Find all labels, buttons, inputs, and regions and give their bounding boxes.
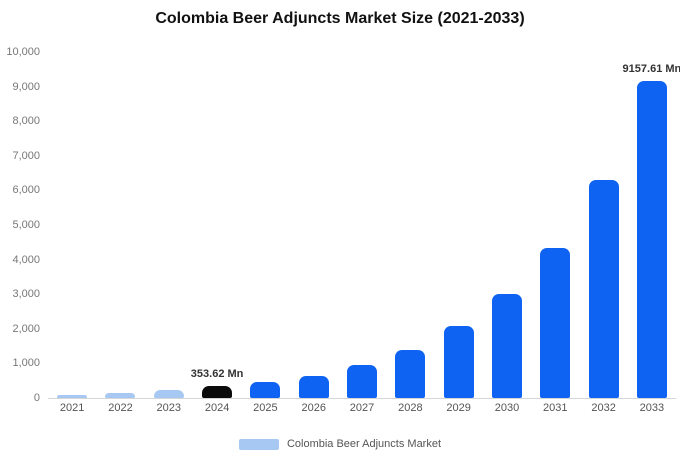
bar-2027 (347, 365, 378, 398)
bar-2025 (250, 382, 281, 398)
bar-value-label: 353.62 Mn (190, 367, 244, 380)
bar-2022 (105, 393, 136, 398)
chart-container: Colombia Beer Adjuncts Market Size (2021… (0, 10, 680, 460)
y-tick-label: 8,000 (12, 115, 40, 128)
plot-region: 0 1,000 2,000 3,000 4,000 5,000 6,000 7,000 8,00… (0, 46, 680, 404)
y-axis: 0 1,000 2,000 3,000 4,000 5,000 6,000 7,000 8,00… (0, 46, 44, 404)
y-tick-label: 10,000 (6, 46, 40, 58)
x-tick-label: 2026 (301, 402, 326, 414)
bar-column-2024: 353.62 Mn (190, 52, 244, 398)
bar-column-2031 (531, 52, 579, 398)
x-tick-label: 2023 (156, 402, 182, 414)
bar-column-2022 (96, 52, 144, 398)
y-tick-label: 6,000 (12, 184, 40, 197)
x-tick-label: 2033 (639, 402, 665, 414)
x-tick-label: 2029 (446, 402, 471, 414)
bar-2032 (588, 180, 619, 398)
y-tick-label: 7,000 (12, 149, 40, 162)
x-axis: 2021 2022 2023 2024 2025 2026 2027 2028 2029 2030… (48, 402, 676, 420)
x-tick-label: 2022 (108, 402, 133, 414)
legend-label: Colombia Beer Adjuncts Market (286, 438, 442, 450)
x-tick-label: 2021 (59, 402, 85, 414)
x-tick-label: 2024 (204, 402, 230, 414)
x-tick-label: 2025 (253, 402, 278, 414)
y-tick-label: 0 (33, 392, 40, 404)
y-tick-label: 3,000 (12, 288, 40, 301)
legend-swatch (238, 438, 279, 450)
chart-title: Colombia Beer Adjuncts Market Size (2021… (155, 10, 525, 27)
bar-value-label: 9157.61 Mn (622, 63, 680, 76)
y-tick-label: 1,000 (12, 357, 40, 370)
bar-2023 (153, 390, 184, 398)
bar-column-2033: 9157.61 Mn (623, 52, 680, 398)
bar-column-2032 (579, 52, 627, 398)
x-tick-label: 2027 (349, 402, 375, 414)
bar-2030 (491, 294, 522, 398)
y-tick-label: 5,000 (12, 219, 40, 231)
bar-column-2027 (338, 52, 386, 398)
y-tick-label: 2,000 (12, 322, 40, 335)
bar-column-2021 (48, 52, 96, 398)
bar-column-2030 (483, 52, 531, 398)
y-tick-label: 9,000 (12, 80, 40, 93)
bar-2033 (636, 81, 667, 398)
x-tick-label: 2028 (398, 402, 423, 414)
bar-2028 (395, 349, 426, 398)
bar-column-2023 (145, 52, 193, 398)
bar-column-2029 (435, 52, 483, 398)
legend[interactable]: Colombia Beer Adjuncts Market (0, 434, 680, 454)
y-tick-label: 4,000 (12, 253, 40, 266)
bar-2031 (540, 248, 571, 398)
bar-2026 (298, 375, 329, 398)
bar-2021 (57, 394, 88, 398)
x-tick-label: 2031 (543, 402, 568, 414)
bar-2024 (202, 385, 233, 398)
x-tick-label: 2030 (494, 402, 520, 414)
bar-column-2028 (386, 52, 434, 398)
bars-area: 353.62 Mn 9157.61 Mn (48, 52, 680, 399)
bar-2029 (443, 326, 474, 398)
x-tick-label: 2032 (591, 402, 616, 414)
bar-column-2025 (241, 52, 289, 398)
bar-column-2026 (290, 52, 338, 398)
